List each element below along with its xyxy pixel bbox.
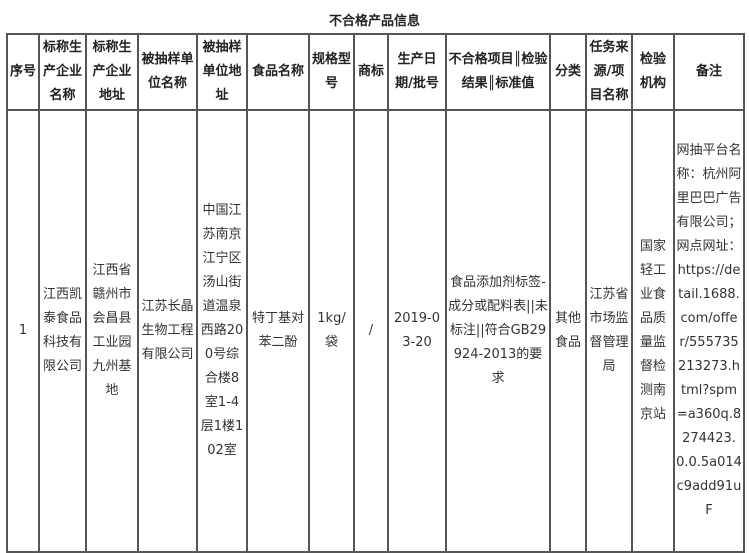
cell-brand: / <box>353 109 389 553</box>
header-cell: 任务来源/项目名称 <box>585 33 633 111</box>
header-cell: 规格型号 <box>308 33 355 111</box>
cell-manufacturer-address: 江西省赣州市会昌县工业园九州基地 <box>85 109 139 553</box>
table-row: 1 江西凯泰食品科技有限公司 江西省赣州市会昌县工业园九州基地 江苏长晶生物工程… <box>6 109 745 553</box>
header-cell: 备注 <box>673 33 745 111</box>
header-cell: 标称生产企业地址 <box>85 33 139 111</box>
cell-inspection-agency: 国家轻工业食品质量监督检测南京站 <box>631 109 675 553</box>
cell-failed-item: 食品添加剂标签-成分或配料表||未标注||符合GB29924-2013的要求 <box>445 109 551 553</box>
header-cell: 食品名称 <box>246 33 310 111</box>
cell-spec: 1kg/袋 <box>308 109 355 553</box>
header-cell: 被抽样单位地址 <box>196 33 248 111</box>
cell-remarks: 网抽平台名称：杭州阿里巴巴广告有限公司；网点网址：https://detail.… <box>673 109 745 553</box>
header-cell: 标称生产企业名称 <box>38 33 87 111</box>
cell-food-name: 特丁基对苯二酚 <box>246 109 310 553</box>
header-cell: 商标 <box>353 33 389 111</box>
header-cell: 分类 <box>549 33 587 111</box>
cell-manufacturer: 江西凯泰食品科技有限公司 <box>38 109 87 553</box>
table-title: 不合格产品信息 <box>328 14 420 29</box>
cell-task-source: 江苏省市场监督管理局 <box>585 109 633 553</box>
cell-date: 2019-03-20 <box>387 109 447 553</box>
cell-sampled-address: 中国江苏南京江宁区汤山街道温泉西路200号综合楼8室1-4层1楼102室 <box>196 109 248 553</box>
header-cell: 序号 <box>6 33 40 111</box>
header-cell: 检验机构 <box>631 33 675 111</box>
header-cell: 被抽样单位名称 <box>137 33 198 111</box>
cell-index: 1 <box>6 109 40 553</box>
cell-sampled-unit: 江苏长晶生物工程有限公司 <box>137 109 198 553</box>
header-row: 序号 标称生产企业名称 标称生产企业地址 被抽样单位名称 被抽样单位地址 食品名… <box>6 33 745 111</box>
unqualified-products-table: 序号 标称生产企业名称 标称生产企业地址 被抽样单位名称 被抽样单位地址 食品名… <box>6 33 745 553</box>
cell-category: 其他食品 <box>549 109 587 553</box>
header-cell: 不合格项目║检验结果║标准值 <box>445 33 551 111</box>
header-cell: 生产日期/批号 <box>387 33 447 111</box>
